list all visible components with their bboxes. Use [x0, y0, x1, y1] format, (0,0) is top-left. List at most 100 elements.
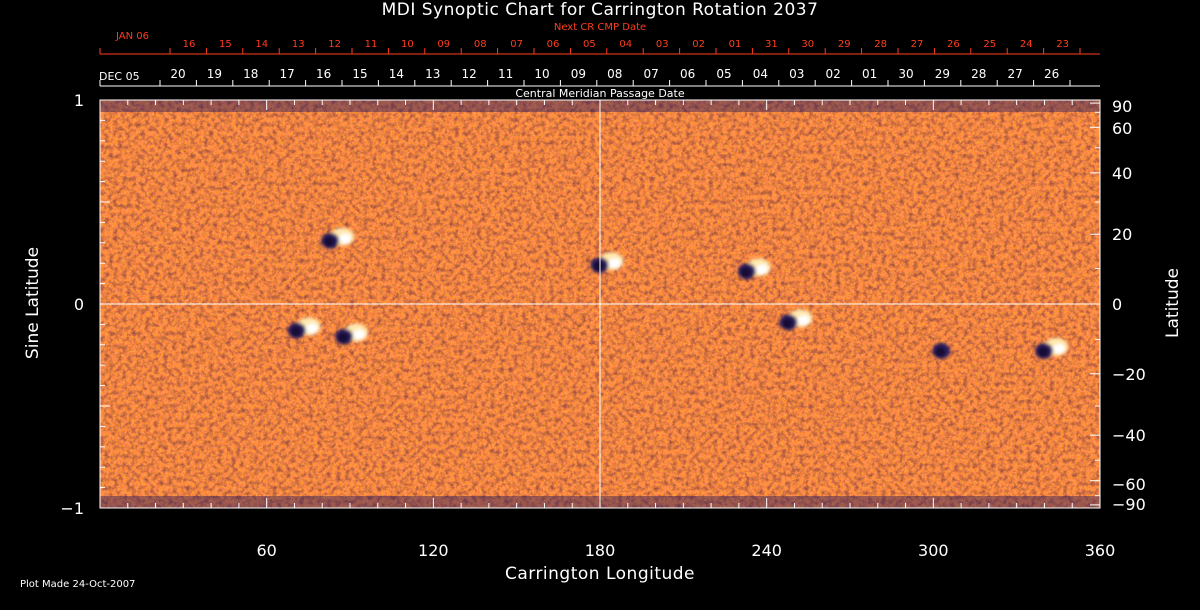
cmp-date-label: 07: [644, 67, 659, 81]
cmp-date-label: 20: [170, 67, 185, 81]
cmp-date-label: 11: [498, 67, 513, 81]
next-cr-date-label: 13: [292, 39, 305, 50]
active-region: [321, 227, 355, 249]
x-axis-label: Carrington Longitude: [504, 564, 696, 584]
active-region: [779, 309, 813, 331]
y-tick-label-left: −1: [60, 499, 84, 518]
cmp-date-label: 05: [716, 67, 731, 81]
next-cr-date-label: 10: [401, 39, 414, 50]
negative-core: [740, 267, 751, 278]
next-cr-date-label: 11: [365, 39, 378, 50]
cmp-date-label: 12: [462, 67, 477, 81]
y-tick-label-right: −20: [1112, 365, 1146, 384]
active-region: [287, 317, 321, 339]
cmp-date-label: 02: [826, 67, 841, 81]
plot-made-footer: Plot Made 24-Oct-2007: [20, 579, 136, 590]
active-region: [737, 258, 771, 280]
positive-core: [797, 315, 810, 326]
next-cr-date-label: 04: [619, 39, 632, 50]
next-cr-date-label: 02: [692, 39, 705, 50]
next-cr-date-label: 30: [801, 39, 814, 50]
positive-core: [1053, 343, 1065, 354]
next-cr-date-label: 09: [437, 39, 450, 50]
cmp-date-label: 17: [280, 67, 295, 81]
cmp-date-axis-label: Central Meridian Passage Date: [515, 87, 685, 100]
positive-core: [608, 258, 621, 269]
chart-title: MDI Synoptic Chart for Carrington Rotati…: [381, 0, 819, 20]
x-tick-label: 60: [256, 541, 276, 560]
y-tick-label-right: 20: [1112, 225, 1132, 244]
positive-core: [353, 329, 365, 340]
x-tick-label: 300: [918, 541, 949, 560]
next-cr-date-label: 01: [729, 39, 742, 50]
plot-area: [100, 100, 1100, 508]
y-tick-label-right: 0: [1112, 295, 1122, 314]
next-cr-date-label: 07: [510, 39, 523, 50]
x-tick-label: 180: [585, 541, 616, 560]
next-cr-date-label: 16: [183, 39, 196, 50]
y-tick-label-right: −60: [1112, 475, 1146, 494]
next-cr-date-label: 29: [838, 39, 851, 50]
negative-core: [324, 236, 335, 247]
next-cr-date-label: 23: [1056, 39, 1069, 50]
cmp-date-label: 29: [935, 67, 950, 81]
cmp-date-label: 13: [425, 67, 440, 81]
cmp-date-label: 16: [316, 67, 331, 81]
cmp-date-label: 27: [1008, 67, 1023, 81]
y-axis-label-right: Latitude: [1163, 268, 1183, 338]
cmp-date-label: 19: [207, 67, 222, 81]
active-region: [335, 323, 368, 345]
positive-core: [755, 264, 768, 275]
cmp-date-label: 28: [971, 67, 986, 81]
next-cr-cmp-label: Next CR CMP Date: [553, 22, 647, 33]
cmp-date-label: 10: [534, 67, 549, 81]
next-cr-date-label: 03: [656, 39, 669, 50]
negative-core: [1038, 346, 1048, 357]
y-tick-label-right: −90: [1112, 495, 1146, 514]
y-tick-label-right: −40: [1112, 426, 1146, 445]
y-axis-label-left: Sine Latitude: [23, 246, 43, 360]
axes: 60 120 180 240 300 36010−1906040200−20−40−60−…: [60, 39, 1145, 560]
y-tick-label-right: 90: [1112, 97, 1132, 116]
active-region: [590, 252, 624, 274]
next-cr-date-label: 26: [947, 39, 960, 50]
cmp-date-label: 18: [243, 67, 258, 81]
next-cr-date-label: 06: [547, 39, 560, 50]
next-cr-date-label: 31: [765, 39, 778, 50]
cmp-date-label: 30: [898, 67, 913, 81]
active-region: [1035, 337, 1068, 359]
active-region: [932, 342, 951, 359]
next-cr-date-label: 27: [911, 39, 924, 50]
cmp-date-label: 15: [352, 67, 367, 81]
y-tick-label-left: 1: [74, 91, 84, 110]
x-tick-label: 120: [418, 541, 449, 560]
negative-core: [782, 318, 793, 329]
cmp-date-label: 26: [1044, 67, 1059, 81]
negative-core: [593, 261, 604, 272]
cmp-date-label: 09: [571, 67, 586, 81]
next-cr-date-label: 28: [874, 39, 887, 50]
next-cr-date-label: 12: [328, 39, 341, 50]
positive-core: [305, 323, 318, 334]
next-cr-date-label: 05: [583, 39, 596, 50]
cmp-date-label: 01: [862, 67, 877, 81]
negative-core: [290, 326, 301, 337]
cmp-date-label: 14: [389, 67, 404, 81]
y-tick-label-left: 0: [74, 295, 84, 314]
x-tick-label: 240: [751, 541, 782, 560]
next-cr-date-label: 08: [474, 39, 487, 50]
next-cr-date-label: 24: [1020, 39, 1033, 50]
next-cr-date-label: 14: [255, 39, 268, 50]
negative-core: [935, 346, 946, 357]
next-cr-date-label: 25: [983, 39, 996, 50]
cmp-date-label: 03: [789, 67, 804, 81]
positive-core: [339, 233, 352, 244]
next-cr-date-label: 15: [219, 39, 232, 50]
cmp-first-date-label: DEC 05: [99, 70, 140, 83]
cmp-date-label: 08: [607, 67, 622, 81]
y-tick-label-right: 60: [1112, 119, 1132, 138]
negative-core: [338, 332, 348, 343]
cmp-date-label: 04: [753, 67, 768, 81]
y-tick-label-right: 40: [1112, 164, 1132, 183]
